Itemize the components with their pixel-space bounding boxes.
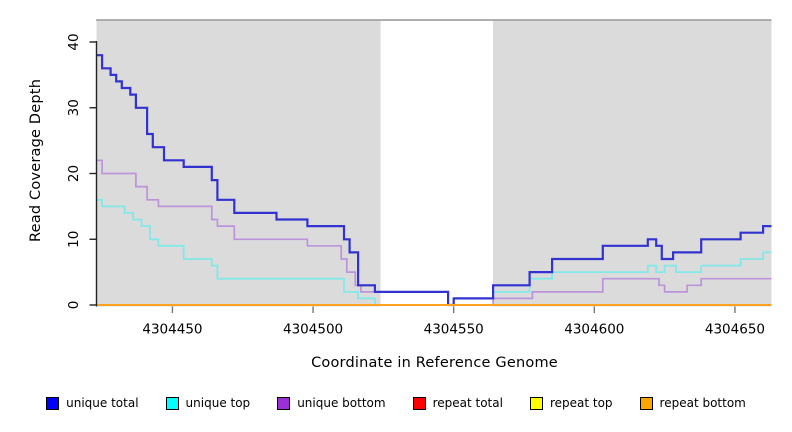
legend-swatch-repeat-bottom [639, 396, 653, 410]
legend-label: unique top [185, 396, 251, 410]
legend-item-repeat-bottom: repeat bottom [639, 396, 746, 410]
legend-label: unique total [66, 396, 139, 410]
svg-text:0: 0 [66, 301, 82, 310]
svg-text:4304500: 4304500 [283, 322, 343, 338]
legend-swatch-repeat-total [412, 396, 426, 410]
legend-swatch-unique-top [165, 396, 179, 410]
svg-text:4304550: 4304550 [424, 322, 484, 338]
legend-label: repeat total [432, 396, 503, 410]
legend-item-repeat-top: repeat top [529, 396, 613, 410]
legend: unique total unique top unique bottom re… [0, 396, 792, 410]
legend-item-unique-total: unique total [46, 396, 139, 410]
x-axis-title: Coordinate in Reference Genome [311, 355, 558, 371]
svg-text:40: 40 [66, 33, 82, 50]
svg-text:10: 10 [66, 231, 82, 248]
legend-swatch-unique-total [46, 396, 60, 410]
legend-label: repeat top [549, 396, 613, 410]
legend-swatch-unique-bottom [277, 396, 291, 410]
svg-text:20: 20 [66, 165, 82, 182]
legend-item-unique-bottom: unique bottom [277, 396, 386, 410]
svg-text:4304450: 4304450 [142, 322, 202, 338]
legend-label: unique bottom [297, 396, 386, 410]
svg-text:30: 30 [66, 99, 82, 116]
svg-text:4304600: 4304600 [564, 322, 624, 338]
legend-swatch-repeat-top [529, 396, 543, 410]
legend-label: repeat bottom [659, 396, 746, 410]
legend-item-unique-top: unique top [165, 396, 251, 410]
legend-item-repeat-total: repeat total [412, 396, 503, 410]
svg-text:4304650: 4304650 [705, 322, 765, 338]
y-axis-title: Read Coverage Depth [28, 78, 44, 242]
